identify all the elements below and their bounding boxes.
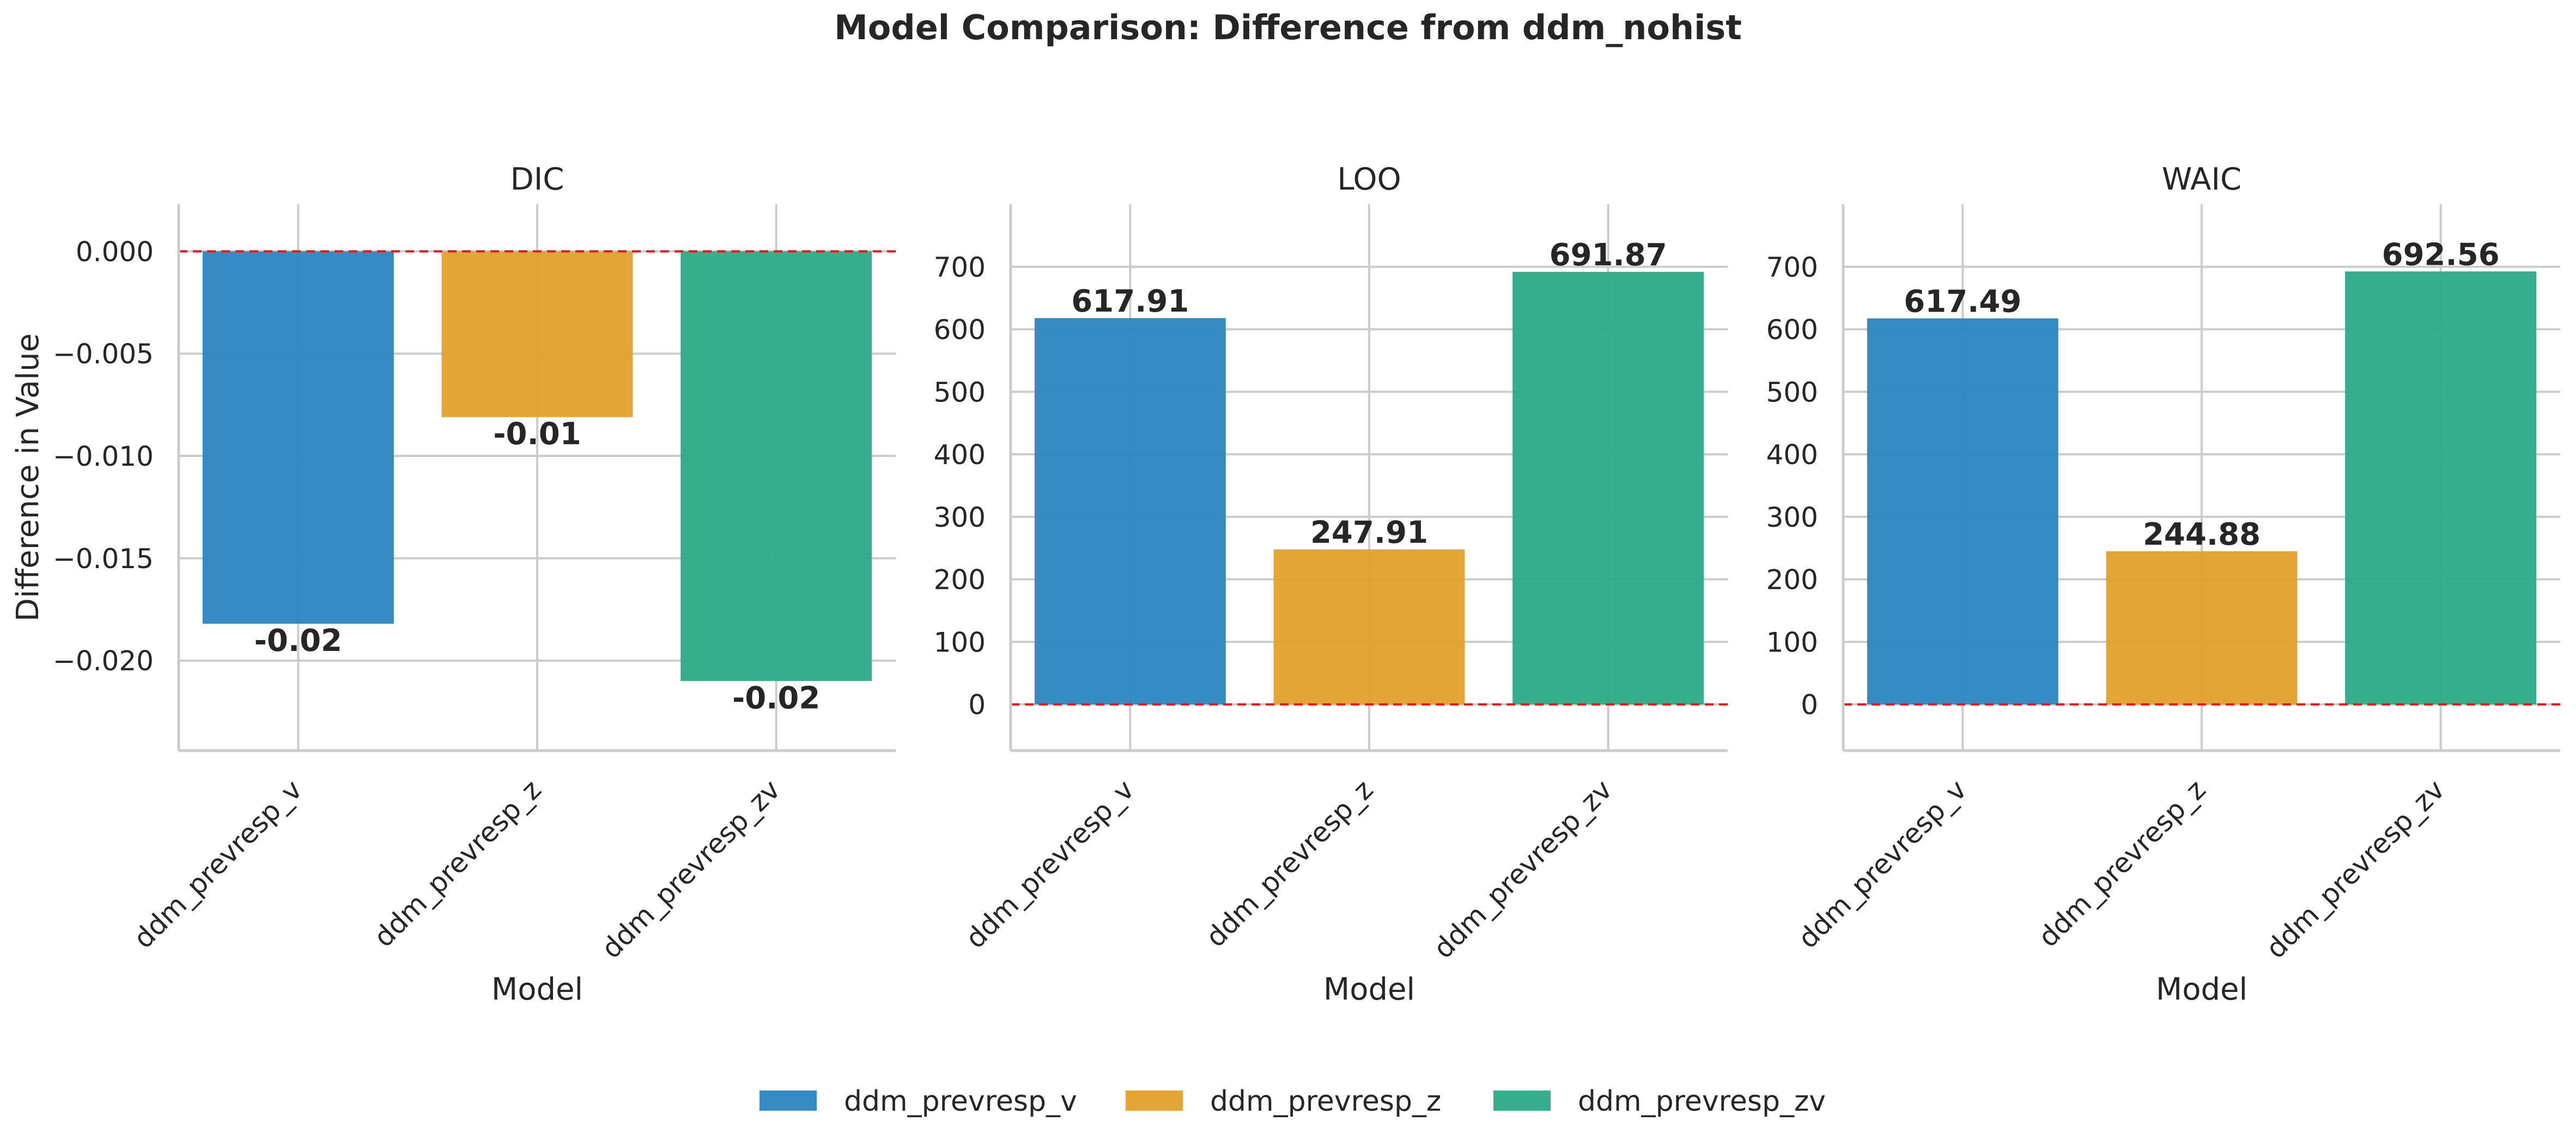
bar-ddm_prevresp_z	[441, 251, 633, 417]
x-axis-label: Model	[491, 972, 583, 1007]
y-tick-label: 100	[934, 626, 986, 658]
panel-loo: 0 100 200 300 400 500 600 700 ddm_prevresp_v ddm_…	[934, 162, 1728, 1007]
y-axis-label: Difference in Value	[10, 333, 46, 622]
y-tick-label: −0.020	[53, 645, 154, 677]
x-tick-label: ddm_prevresp_v	[1792, 774, 1973, 954]
data-label: 691.87	[1550, 237, 1667, 273]
legend-label: ddm_prevresp_v	[844, 1085, 1077, 1118]
data-label: -0.02	[732, 680, 820, 716]
legend-swatch	[1493, 1091, 1551, 1111]
x-tick-label: ddm_prevresp_zv	[2260, 774, 2451, 964]
y-tick-label: 500	[934, 376, 986, 408]
y-tick-label: 0	[968, 689, 986, 721]
legend-label: ddm_prevresp_zv	[1578, 1085, 1826, 1118]
y-tick-label: 100	[1766, 626, 1818, 658]
data-label: 247.91	[1310, 515, 1428, 551]
bar-ddm_prevresp_zv	[681, 251, 872, 681]
data-label: -0.01	[493, 417, 581, 452]
data-label: 617.49	[1904, 284, 2021, 319]
bar-ddm_prevresp_z	[1273, 549, 1465, 705]
data-label: -0.02	[254, 623, 342, 659]
legend-item: ddm_prevresp_zv	[1493, 1085, 1826, 1118]
bar-ddm_prevresp_zv	[1512, 272, 1704, 705]
data-label: 617.91	[1071, 284, 1189, 319]
y-tick-label: 200	[1766, 564, 1818, 596]
y-tick-label: −0.015	[53, 543, 154, 575]
y-tick-label: 0.000	[76, 236, 154, 267]
legend-item: ddm_prevresp_z	[1126, 1085, 1441, 1118]
legend-swatch	[1126, 1091, 1183, 1111]
x-axis-label: Model	[2156, 972, 2247, 1007]
y-tick-label: 600	[1766, 314, 1818, 346]
y-tick-label: 0	[1801, 689, 1818, 721]
legend-swatch	[760, 1091, 817, 1111]
y-tick-label: 300	[1766, 502, 1818, 533]
y-tick-label: 700	[1766, 252, 1818, 283]
data-label: 244.88	[2143, 517, 2261, 552]
panel-dic: 0.000 −0.005 −0.010 −0.015 −0.020 ddm_prevres…	[10, 162, 896, 1007]
y-tick-label: 200	[934, 564, 986, 596]
y-tick-label: 700	[934, 252, 986, 283]
x-tick-label: ddm_prevresp_z	[1200, 774, 1380, 953]
panel-title: LOO	[1337, 162, 1401, 197]
panel-title: WAIC	[2162, 162, 2241, 197]
y-tick-label: 500	[1766, 376, 1818, 408]
y-tick-label: 300	[934, 502, 986, 533]
bar-ddm_prevresp_z	[2106, 551, 2298, 705]
y-tick-label: 400	[1766, 439, 1818, 471]
y-tick-label: 400	[934, 439, 986, 471]
chart-legend: ddm_prevresp_v ddm_prevresp_z ddm_prevresp…	[760, 1085, 1826, 1118]
legend-item: ddm_prevresp_v	[760, 1085, 1077, 1118]
bar-ddm_prevresp_v	[1034, 318, 1226, 705]
y-tick-label: 600	[934, 314, 986, 346]
y-tick-label: −0.005	[53, 338, 154, 370]
panel-title: DIC	[511, 162, 564, 197]
x-tick-label: ddm_prevresp_zv	[1427, 774, 1618, 964]
panel-waic: 0 100 200 300 400 500 600 700 ddm_prevresp_v ddm_…	[1766, 162, 2560, 1007]
x-axis-label: Model	[1323, 972, 1415, 1007]
x-tick-label: ddm_prevresp_zv	[596, 774, 786, 964]
bar-ddm_prevresp_v	[202, 251, 394, 624]
y-tick-label: −0.010	[53, 441, 154, 472]
legend-label: ddm_prevresp_z	[1210, 1085, 1441, 1118]
bar-ddm_prevresp_zv	[2345, 271, 2537, 705]
data-label: 692.56	[2382, 237, 2500, 272]
x-tick-label: ddm_prevresp_z	[368, 774, 548, 953]
figure-title: Model Comparison: Difference from ddm_no…	[834, 8, 1742, 47]
bar-ddm_prevresp_v	[1867, 318, 2058, 705]
x-tick-label: ddm_prevresp_z	[2032, 774, 2212, 953]
chart-panels: 0.000 −0.005 −0.010 −0.015 −0.020 ddm_prevres…	[10, 162, 2560, 1007]
x-tick-label: ddm_prevresp_v	[959, 774, 1140, 954]
x-tick-label: ddm_prevresp_v	[127, 774, 308, 954]
